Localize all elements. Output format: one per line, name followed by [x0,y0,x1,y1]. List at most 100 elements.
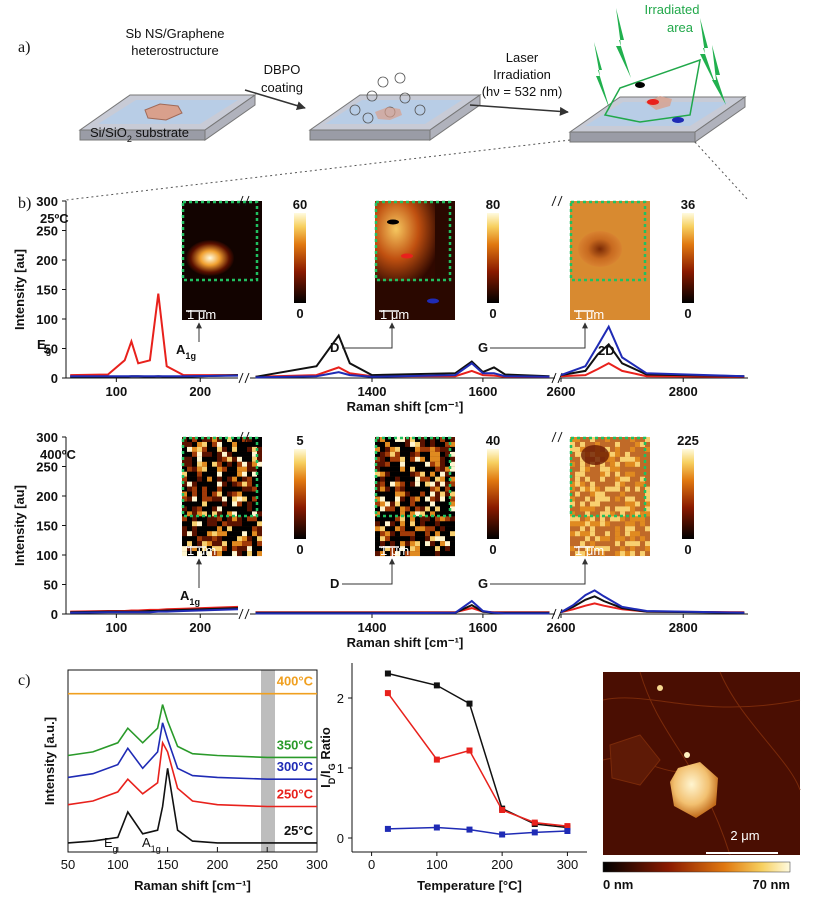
raman-map-pixel [450,451,455,457]
peak-arrow [490,558,588,585]
raman-map-pixel [217,511,222,517]
raman-map-pixel [242,496,247,502]
raman-map-pixel [595,546,600,552]
raman-map-pixel [187,531,192,537]
raman-map-pixel [645,511,650,517]
raman-map-pixel [615,461,620,467]
spectrum-line [255,366,550,378]
raman-map-pixel [207,521,212,527]
raman-map-pixel [182,516,187,522]
substrate-side [309,129,431,141]
scheme-label: heterostructure [131,43,218,58]
axis-break [551,431,557,443]
raman-map-pixel [435,481,440,487]
raman-map-pixel [212,437,217,442]
raman-map-pixel [252,466,257,472]
raman-map-pixel [425,521,430,527]
raman-map-pixel [375,531,380,537]
raman-map-pixel [430,466,435,472]
raman-map-pixel [252,491,257,497]
raman-map-pixel [600,551,605,557]
raman-map-pixel [222,521,227,527]
raman-map-pixel [435,516,440,522]
raman-map-pixel [217,536,222,542]
raman-map-pixel [202,466,207,472]
raman-map-pixel [207,461,212,467]
peak-arrow [342,558,395,585]
raman-map-pixel [605,536,610,542]
y-tick-label: 300 [36,194,58,209]
scale-bar-label: 1 μm [575,307,604,322]
x-tick-label: 100 [105,384,127,399]
raman-map-pixel [410,481,415,487]
raman-map-pixel [192,501,197,507]
raman-map-pixel [237,506,242,512]
raman-map-pixel [187,521,192,527]
raman-map-pixel [615,486,620,492]
temperature-label: 400ºC [40,447,76,462]
raman-map-pixel [445,516,450,522]
raman-map-pixel [192,446,197,452]
raman-map-pixel [445,461,450,467]
scale-bar-label: 1 μm [187,543,216,558]
raman-map-pixel [212,491,217,497]
raman-map-pixel [212,471,217,477]
raman-map-pixel [450,466,455,472]
raman-map-pixel [575,516,580,522]
raman-map-pixel [247,471,252,477]
series-label: 300°C [277,759,314,774]
axis-break [551,608,557,620]
afm-flake [670,762,718,818]
raman-map-pixel [375,486,380,492]
raman-map-pixel [445,437,450,442]
colorbar-min: 0 [489,306,496,321]
raman-map-pixel [645,501,650,507]
raman-map-pixel [410,501,415,507]
raman-map-pixel [187,526,192,532]
raman-map-pixel [212,516,217,522]
scheme-label: DBPO [264,62,301,77]
raman-map-pixel [252,531,257,537]
x-tick-label: 1400 [358,384,387,399]
substrate-side [569,131,696,143]
raman-map-pixel [585,476,590,482]
raman-map-pixel [232,451,237,457]
raman-map-pixel [405,496,410,502]
raman-map-pixel [625,461,630,467]
raman-map-pixel [415,446,420,452]
raman-map-pixel [207,476,212,482]
irradiated-box [181,200,259,282]
raman-map-pixel [395,521,400,527]
raman-map-pixel [430,496,435,502]
raman-map-pixel [232,511,237,517]
x-tick-label: 200 [189,620,211,635]
raman-map-pixel [202,541,207,547]
raman-map-pixel [445,471,450,477]
axis-break [238,431,244,443]
scheme-label: Sb NS/Graphene [125,26,224,41]
raman-map-pixel [395,461,400,467]
ratio-point [531,829,538,836]
colorbar [682,449,694,539]
raman-map-pixel [590,541,595,547]
raman-map-pixel [405,526,410,532]
raman-map-pixel [445,501,450,507]
raman-map-pixel [227,546,232,552]
spectrum-line [67,704,317,759]
raman-map-pixel [192,536,197,542]
raman-map-pixel [430,536,435,542]
raman-map-pixel [410,446,415,452]
raman-map-pixel [227,441,232,447]
raman-map-pixel [415,521,420,527]
x-tick-label: 200 [189,384,211,399]
panel-label: c) [18,672,30,689]
raman-map-pixel [575,476,580,482]
raman-map-pixel [385,526,390,532]
raman-map-pixel [182,451,187,457]
raman-map-pixel [227,511,232,517]
raman-map-pixel [247,541,252,547]
raman-map-pixel [197,496,202,502]
raman-map-pixel [395,536,400,542]
raman-map-pixel [390,541,395,547]
raman-map-pixel [385,511,390,517]
